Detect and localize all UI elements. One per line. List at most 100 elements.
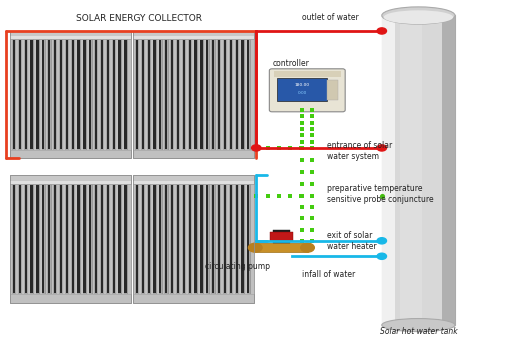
Bar: [205, 39, 206, 150]
Ellipse shape: [382, 319, 455, 332]
Bar: [270, 232, 293, 241]
Bar: [242, 185, 244, 293]
Bar: [195, 40, 197, 149]
Bar: [76, 184, 81, 294]
Bar: [76, 39, 81, 150]
Bar: [119, 40, 121, 149]
Bar: [10, 36, 131, 39]
Bar: [223, 184, 228, 294]
Bar: [77, 185, 79, 293]
Bar: [30, 185, 33, 293]
Bar: [255, 243, 308, 252]
Bar: [176, 39, 180, 150]
Bar: [117, 184, 118, 294]
Bar: [158, 39, 163, 150]
Bar: [223, 39, 228, 150]
Bar: [133, 181, 254, 184]
Bar: [242, 40, 244, 149]
Bar: [17, 39, 22, 150]
Bar: [212, 185, 214, 293]
Bar: [10, 31, 131, 158]
Point: [263, 193, 272, 199]
Bar: [48, 40, 50, 149]
Bar: [133, 184, 254, 294]
Bar: [199, 39, 200, 150]
Bar: [82, 39, 83, 150]
Text: Solar hot water tank: Solar hot water tank: [380, 327, 457, 336]
Bar: [111, 39, 116, 150]
Bar: [106, 39, 110, 150]
Point: [309, 193, 317, 199]
Bar: [230, 40, 232, 149]
Bar: [41, 184, 42, 294]
Point: [297, 193, 305, 199]
Bar: [29, 184, 30, 294]
Bar: [234, 39, 235, 150]
Bar: [36, 185, 39, 293]
Ellipse shape: [384, 10, 453, 24]
Bar: [224, 40, 226, 149]
Bar: [382, 15, 395, 325]
Bar: [133, 294, 254, 303]
Point: [309, 145, 317, 151]
Point: [298, 227, 306, 233]
Bar: [47, 184, 52, 294]
Bar: [42, 40, 44, 149]
Bar: [10, 294, 131, 303]
Bar: [107, 185, 109, 293]
Bar: [19, 185, 21, 293]
Circle shape: [377, 253, 386, 259]
Bar: [64, 39, 69, 150]
Bar: [146, 184, 151, 294]
Bar: [181, 184, 186, 294]
Point: [298, 204, 306, 210]
Bar: [159, 185, 162, 293]
Bar: [94, 184, 98, 294]
Bar: [442, 15, 455, 325]
Bar: [82, 39, 87, 150]
Bar: [142, 40, 144, 149]
Bar: [199, 184, 200, 294]
Bar: [47, 39, 52, 150]
Bar: [35, 184, 36, 294]
Bar: [60, 185, 62, 293]
Bar: [83, 185, 85, 293]
Point: [309, 204, 317, 210]
Bar: [229, 39, 233, 150]
Bar: [82, 184, 87, 294]
Bar: [19, 40, 21, 149]
Bar: [206, 185, 208, 293]
Text: exit of solar
water heater: exit of solar water heater: [327, 231, 377, 251]
Point: [309, 120, 317, 126]
Ellipse shape: [382, 7, 455, 24]
Bar: [274, 71, 341, 77]
Circle shape: [301, 243, 314, 252]
Bar: [187, 184, 188, 294]
Bar: [25, 40, 27, 149]
Bar: [176, 184, 180, 294]
Bar: [199, 39, 204, 150]
Bar: [29, 184, 34, 294]
Bar: [158, 184, 163, 294]
Bar: [134, 184, 135, 294]
Bar: [193, 39, 198, 150]
Bar: [10, 181, 131, 184]
Bar: [53, 39, 58, 150]
Bar: [200, 185, 202, 293]
Bar: [230, 185, 232, 293]
Bar: [147, 40, 150, 149]
Bar: [76, 39, 77, 150]
Bar: [199, 184, 204, 294]
Text: SOLAR ENERGY COLLECTOR: SOLAR ENERGY COLLECTOR: [76, 14, 201, 23]
Bar: [82, 184, 83, 294]
Bar: [140, 39, 145, 150]
Bar: [41, 39, 42, 150]
Bar: [10, 175, 131, 184]
Bar: [111, 184, 112, 294]
Bar: [13, 185, 15, 293]
Bar: [140, 39, 141, 150]
Text: circulating pump: circulating pump: [206, 262, 270, 271]
Bar: [95, 185, 97, 293]
Bar: [134, 39, 135, 150]
Bar: [134, 39, 139, 150]
